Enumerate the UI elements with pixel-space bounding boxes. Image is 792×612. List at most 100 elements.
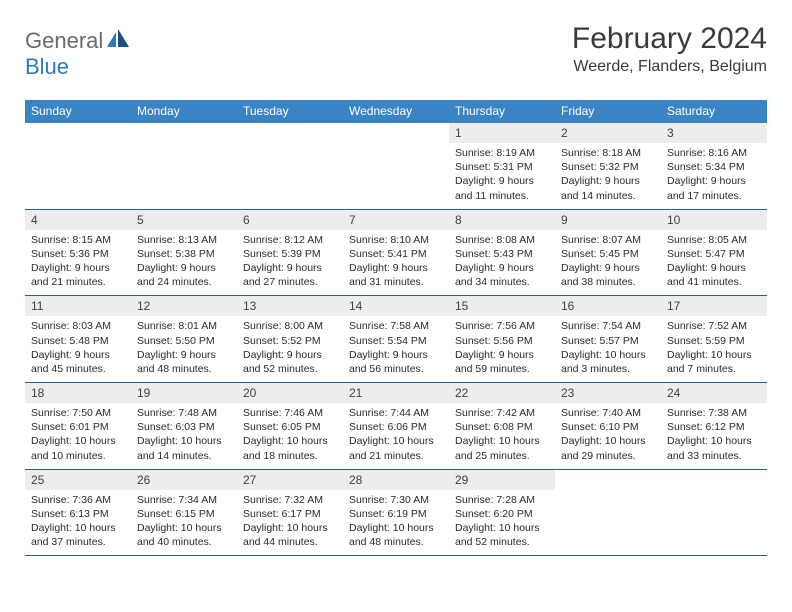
sunrise: Sunrise: 7:46 AM: [243, 406, 337, 420]
day-cell: 29Sunrise: 7:28 AMSunset: 6:20 PMDayligh…: [449, 470, 555, 556]
daylight-line1: Daylight: 9 hours: [667, 174, 761, 188]
day-body: Sunrise: 8:05 AMSunset: 5:47 PMDaylight:…: [661, 230, 767, 296]
sunset: Sunset: 6:15 PM: [137, 507, 231, 521]
sunrise: Sunrise: 8:13 AM: [137, 233, 231, 247]
daylight-line2: and 21 minutes.: [349, 449, 443, 463]
day-body: Sunrise: 7:44 AMSunset: 6:06 PMDaylight:…: [343, 403, 449, 469]
sunset: Sunset: 6:06 PM: [349, 420, 443, 434]
logo-sails-icon: [107, 29, 133, 54]
day-number: 1: [449, 123, 555, 143]
day-cell: 26Sunrise: 7:34 AMSunset: 6:15 PMDayligh…: [131, 470, 237, 556]
daylight-line1: Daylight: 9 hours: [455, 174, 549, 188]
day-number: 4: [25, 210, 131, 230]
sunset: Sunset: 5:47 PM: [667, 247, 761, 261]
daylight-line1: Daylight: 9 hours: [31, 348, 125, 362]
day-number: 21: [343, 383, 449, 403]
title-block: February 2024 Weerde, Flanders, Belgium: [572, 22, 767, 76]
daylight-line1: Daylight: 10 hours: [137, 434, 231, 448]
sunset: Sunset: 6:13 PM: [31, 507, 125, 521]
sunrise: Sunrise: 7:44 AM: [349, 406, 443, 420]
day-number: 18: [25, 383, 131, 403]
sunrise: Sunrise: 8:00 AM: [243, 319, 337, 333]
day-cell: 8Sunrise: 8:08 AMSunset: 5:43 PMDaylight…: [449, 210, 555, 296]
day-number: 27: [237, 470, 343, 490]
sunrise: Sunrise: 7:56 AM: [455, 319, 549, 333]
sunrise: Sunrise: 7:58 AM: [349, 319, 443, 333]
daylight-line1: Daylight: 10 hours: [243, 434, 337, 448]
sunset: Sunset: 5:32 PM: [561, 160, 655, 174]
daylight-line2: and 14 minutes.: [137, 449, 231, 463]
day-number: 3: [661, 123, 767, 143]
daylight-line1: Daylight: 9 hours: [243, 261, 337, 275]
day-number: 16: [555, 296, 661, 316]
daylight-line2: and 14 minutes.: [561, 189, 655, 203]
daylight-line1: Daylight: 10 hours: [667, 348, 761, 362]
daylight-line2: and 21 minutes.: [31, 275, 125, 289]
sunset: Sunset: 5:31 PM: [455, 160, 549, 174]
day-cell: 13Sunrise: 8:00 AMSunset: 5:52 PMDayligh…: [237, 296, 343, 382]
day-cell: 28Sunrise: 7:30 AMSunset: 6:19 PMDayligh…: [343, 470, 449, 556]
day-number: 22: [449, 383, 555, 403]
calendar-week: 25Sunrise: 7:36 AMSunset: 6:13 PMDayligh…: [25, 470, 767, 557]
daylight-line2: and 52 minutes.: [243, 362, 337, 376]
daylight-line2: and 52 minutes.: [455, 535, 549, 549]
day-number: 14: [343, 296, 449, 316]
sunrise: Sunrise: 8:01 AM: [137, 319, 231, 333]
daylight-line1: Daylight: 10 hours: [31, 434, 125, 448]
daylight-line1: Daylight: 9 hours: [243, 348, 337, 362]
daylight-line2: and 27 minutes.: [243, 275, 337, 289]
daylight-line1: Daylight: 9 hours: [349, 348, 443, 362]
sunrise: Sunrise: 7:32 AM: [243, 493, 337, 507]
day-number: 10: [661, 210, 767, 230]
day-cell: 19Sunrise: 7:48 AMSunset: 6:03 PMDayligh…: [131, 383, 237, 469]
day-body: Sunrise: 8:16 AMSunset: 5:34 PMDaylight:…: [661, 143, 767, 209]
sunset: Sunset: 5:45 PM: [561, 247, 655, 261]
day-body: Sunrise: 8:10 AMSunset: 5:41 PMDaylight:…: [343, 230, 449, 296]
sunset: Sunset: 5:50 PM: [137, 334, 231, 348]
calendar: SundayMondayTuesdayWednesdayThursdayFrid…: [25, 100, 767, 556]
daylight-line1: Daylight: 9 hours: [561, 174, 655, 188]
day-cell: 6Sunrise: 8:12 AMSunset: 5:39 PMDaylight…: [237, 210, 343, 296]
sunrise: Sunrise: 7:30 AM: [349, 493, 443, 507]
sunset: Sunset: 5:36 PM: [31, 247, 125, 261]
daylight-line2: and 17 minutes.: [667, 189, 761, 203]
day-number: 9: [555, 210, 661, 230]
day-cell: .: [343, 123, 449, 209]
sunrise: Sunrise: 8:07 AM: [561, 233, 655, 247]
sunset: Sunset: 6:08 PM: [455, 420, 549, 434]
sunset: Sunset: 6:19 PM: [349, 507, 443, 521]
sunset: Sunset: 6:20 PM: [455, 507, 549, 521]
day-header: Sunday: [25, 100, 131, 123]
daylight-line2: and 37 minutes.: [31, 535, 125, 549]
daylight-line2: and 29 minutes.: [561, 449, 655, 463]
daylight-line2: and 34 minutes.: [455, 275, 549, 289]
month-title: February 2024: [572, 22, 767, 56]
sunset: Sunset: 5:43 PM: [455, 247, 549, 261]
daylight-line1: Daylight: 9 hours: [667, 261, 761, 275]
sunset: Sunset: 5:38 PM: [137, 247, 231, 261]
day-number: 19: [131, 383, 237, 403]
logo: General: [25, 22, 135, 54]
day-header: Thursday: [449, 100, 555, 123]
day-header: Monday: [131, 100, 237, 123]
day-body: Sunrise: 8:00 AMSunset: 5:52 PMDaylight:…: [237, 316, 343, 382]
daylight-line1: Daylight: 9 hours: [31, 261, 125, 275]
sunrise: Sunrise: 8:10 AM: [349, 233, 443, 247]
daylight-line2: and 38 minutes.: [561, 275, 655, 289]
day-cell: .: [25, 123, 131, 209]
day-headers: SundayMondayTuesdayWednesdayThursdayFrid…: [25, 100, 767, 123]
sunset: Sunset: 5:39 PM: [243, 247, 337, 261]
day-cell: 16Sunrise: 7:54 AMSunset: 5:57 PMDayligh…: [555, 296, 661, 382]
sunset: Sunset: 5:57 PM: [561, 334, 655, 348]
day-cell: 10Sunrise: 8:05 AMSunset: 5:47 PMDayligh…: [661, 210, 767, 296]
day-cell: 21Sunrise: 7:44 AMSunset: 6:06 PMDayligh…: [343, 383, 449, 469]
day-number: 25: [25, 470, 131, 490]
sunset: Sunset: 6:12 PM: [667, 420, 761, 434]
sunrise: Sunrise: 8:08 AM: [455, 233, 549, 247]
day-header: Friday: [555, 100, 661, 123]
day-cell: 23Sunrise: 7:40 AMSunset: 6:10 PMDayligh…: [555, 383, 661, 469]
day-body: Sunrise: 7:48 AMSunset: 6:03 PMDaylight:…: [131, 403, 237, 469]
sunrise: Sunrise: 7:42 AM: [455, 406, 549, 420]
day-number: 24: [661, 383, 767, 403]
sunrise: Sunrise: 7:54 AM: [561, 319, 655, 333]
